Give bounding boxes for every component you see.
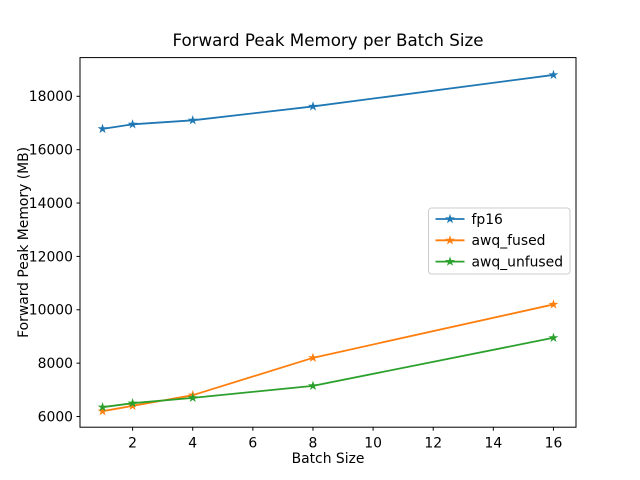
series-marker-awq_unfused <box>308 380 318 391</box>
series-marker-awq_fused <box>548 299 559 309</box>
series-line-awq_fused <box>101 303 555 413</box>
legend-label: awq_unfused <box>472 255 564 271</box>
legend-label: fp16 <box>472 212 503 228</box>
series-marker-awq_fused <box>97 405 108 416</box>
legend-item-awq_unfused: awq_unfused <box>435 255 564 271</box>
x-tick-label: 8 <box>309 436 318 452</box>
series-marker-fp16 <box>308 101 318 111</box>
x-tick-label: 16 <box>545 436 563 452</box>
legend-box <box>428 207 571 275</box>
chart-title: Forward Peak Memory per Batch Size <box>172 30 483 50</box>
x-tick-label: 6 <box>248 436 257 452</box>
legend-marker <box>445 256 455 266</box>
x-tick-label: 12 <box>424 436 442 452</box>
legend-label: awq_fused <box>472 233 546 249</box>
series-marker-fp16 <box>187 115 198 125</box>
series-marker-awq_unfused <box>127 397 138 408</box>
legend-marker <box>445 235 455 245</box>
series-marker-fp16 <box>548 69 559 80</box>
x-tick-label: 4 <box>188 436 197 452</box>
x-tick-label: 2 <box>128 436 137 452</box>
series-marker-awq_fused <box>127 400 138 411</box>
legend-item-fp16: fp16 <box>435 212 503 228</box>
series-line-fp16 <box>101 74 555 130</box>
plot-border <box>79 57 577 428</box>
plot-area: 2 4 6 8 10 12 14 16 6000 8000 10000 12000 14000 16000… <box>29 57 577 452</box>
y-tick-label: 16000 <box>29 143 73 159</box>
series-marker-awq_unfused <box>548 332 559 343</box>
y-tick-label: 18000 <box>29 89 73 105</box>
y-tick-label: 10000 <box>29 303 73 319</box>
y-tick-label: 6000 <box>38 409 73 425</box>
series-marker-awq_fused <box>308 352 318 363</box>
legend-marker <box>445 213 455 224</box>
y-tick-label: 8000 <box>38 356 73 372</box>
y-tick-label: 14000 <box>29 196 73 212</box>
x-tick-label: 10 <box>364 436 382 452</box>
legend-item-awq_fused: awq_fused <box>435 233 546 249</box>
series-marker-awq_unfused <box>187 392 198 403</box>
x-tick-label: 14 <box>484 436 502 452</box>
y-axis-label: Forward Peak Memory (MB) <box>16 147 32 338</box>
series-marker-awq_unfused <box>97 401 108 412</box>
series-marker-fp16 <box>127 119 138 129</box>
legend: fp16 awq_fused awq_unfused <box>428 207 571 275</box>
y-tick-label: 12000 <box>29 249 73 265</box>
series-line-awq_unfused <box>101 336 555 409</box>
x-axis-label: Batch Size <box>292 451 365 467</box>
series-marker-fp16 <box>97 123 108 134</box>
